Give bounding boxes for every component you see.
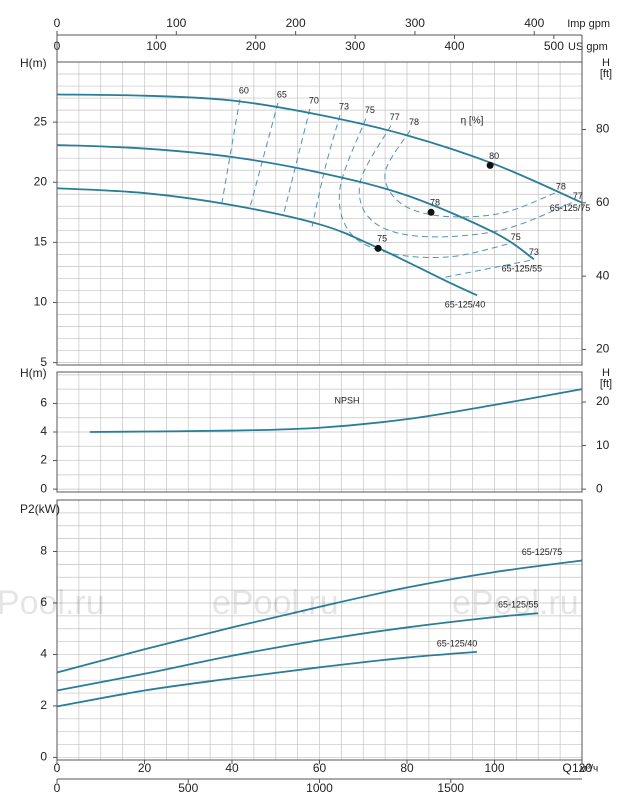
efficiency-label: 60 xyxy=(239,86,249,96)
curve-label: 65-125/55 xyxy=(498,600,539,610)
curve xyxy=(56,650,478,708)
x-tick-label: 0 xyxy=(54,761,61,775)
y-tick-label: 0 xyxy=(40,481,47,495)
y-tick-label: 4 xyxy=(40,424,47,438)
curve xyxy=(56,93,583,204)
y-axis-label: P2(kW) xyxy=(20,502,60,516)
y2-axis-label: H xyxy=(602,57,610,69)
top-axis-tick-label: 200 xyxy=(246,39,266,53)
y-tick-label: 25 xyxy=(34,114,48,128)
efficiency-contour xyxy=(384,130,556,218)
efficiency-label: 78 xyxy=(556,181,566,191)
efficiency-contour xyxy=(358,125,573,238)
x-axis-label: Q xyxy=(562,761,571,775)
y2-axis-label: [ft] xyxy=(600,378,612,390)
y2-tick-label: 10 xyxy=(596,438,610,452)
y-tick-label: 8 xyxy=(40,544,47,558)
curve-label: 65-125/55 xyxy=(502,264,543,274)
y-tick-label: 2 xyxy=(40,453,47,467)
y-axis-label: H(m) xyxy=(20,366,47,380)
y2-tick-label: 40 xyxy=(596,268,610,282)
y-axis-label: H(m) xyxy=(20,56,47,70)
top-axis-tick-label: 300 xyxy=(405,16,425,30)
curve-label: 65-125/75 xyxy=(550,203,591,213)
y2-axis-label: [ft] xyxy=(600,68,612,80)
bottom-axis-tick-label: 1000 xyxy=(306,781,333,795)
efficiency-label: 77 xyxy=(573,191,583,201)
x-tick-label: 80 xyxy=(400,761,414,775)
top-axis-tick-label: 400 xyxy=(444,39,464,53)
watermark: ePool.ru xyxy=(0,584,105,622)
x-tick-label: 40 xyxy=(225,761,239,775)
efficiency-label: 78 xyxy=(409,117,419,127)
watermark: ePool.ru xyxy=(452,584,579,622)
efficiency-label: 65 xyxy=(277,89,287,99)
bottom-axis-tick-label: 0 xyxy=(54,781,61,795)
top-axis-tick-label: 300 xyxy=(345,39,365,53)
efficiency-contour xyxy=(311,114,341,227)
y2-tick-label: 20 xyxy=(596,394,610,408)
top-axis-tick-label: 100 xyxy=(166,16,186,30)
y-tick-label: 20 xyxy=(34,174,48,188)
top-axis-label: US gpm xyxy=(568,41,608,53)
curve xyxy=(56,144,535,260)
top-axis-tick-label: 100 xyxy=(146,39,166,53)
y-tick-label: 5 xyxy=(40,355,47,369)
top-axis-tick-label: 400 xyxy=(524,16,544,30)
curve-label: 65-125/40 xyxy=(437,638,478,648)
curve xyxy=(89,388,583,433)
curve-label: 65-125/40 xyxy=(445,300,486,310)
efficiency-label: 70 xyxy=(309,95,319,105)
y-tick-label: 6 xyxy=(40,595,47,609)
curve xyxy=(56,612,539,692)
efficiency-contour xyxy=(282,108,311,217)
y-tick-label: 0 xyxy=(40,750,47,764)
y-tick-label: 15 xyxy=(34,235,48,249)
x-tick-label: 20 xyxy=(138,761,152,775)
x-tick-label: 100 xyxy=(484,761,504,775)
top-axis-label: Imp gpm xyxy=(567,18,610,30)
x-tick-label: 120 xyxy=(572,761,592,775)
curve xyxy=(56,559,583,674)
curve-label: 65-125/75 xyxy=(522,547,563,557)
x-tick-label: 60 xyxy=(313,761,327,775)
x-axis-unit: м³/ч xyxy=(580,764,598,775)
top-axis-tick-label: 0 xyxy=(54,16,61,30)
curve xyxy=(56,187,478,297)
y2-tick-label: 60 xyxy=(596,195,610,209)
bep-marker xyxy=(427,208,435,216)
efficiency-contour xyxy=(249,102,279,208)
bep-marker xyxy=(374,244,382,252)
top-axis-tick-label: 200 xyxy=(286,16,306,30)
bottom-axis-tick-label: 1500 xyxy=(437,781,464,795)
y2-tick-label: 0 xyxy=(596,481,603,495)
y2-axis-label: H xyxy=(602,367,610,379)
bep-label: 80 xyxy=(489,151,499,161)
y-tick-label: 10 xyxy=(34,295,48,309)
y-tick-label: 2 xyxy=(40,698,47,712)
y-tick-label: 6 xyxy=(40,396,47,410)
curve-label: NPSH xyxy=(334,396,359,406)
bep-label: 75 xyxy=(377,234,387,244)
efficiency-label: 73 xyxy=(529,247,539,257)
y-tick-label: 4 xyxy=(40,647,47,661)
y2-tick-label: 80 xyxy=(596,122,610,136)
efficiency-label: 77 xyxy=(390,112,400,122)
bottom-axis-tick-label: 500 xyxy=(178,781,198,795)
bep-marker xyxy=(486,161,494,169)
efficiency-label: 75 xyxy=(511,232,521,242)
efficiency-contour xyxy=(444,259,531,278)
y2-tick-label: 20 xyxy=(596,342,610,356)
efficiency-axis-label: η [%] xyxy=(461,116,484,127)
top-axis-tick-label: 500 xyxy=(544,39,564,53)
efficiency-label: 73 xyxy=(339,101,349,111)
bep-label: 78 xyxy=(430,198,440,208)
efficiency-label: 75 xyxy=(365,105,375,115)
watermark: ePool.ru xyxy=(212,584,339,622)
efficiency-contour xyxy=(221,99,241,203)
plot-frame xyxy=(56,61,583,366)
